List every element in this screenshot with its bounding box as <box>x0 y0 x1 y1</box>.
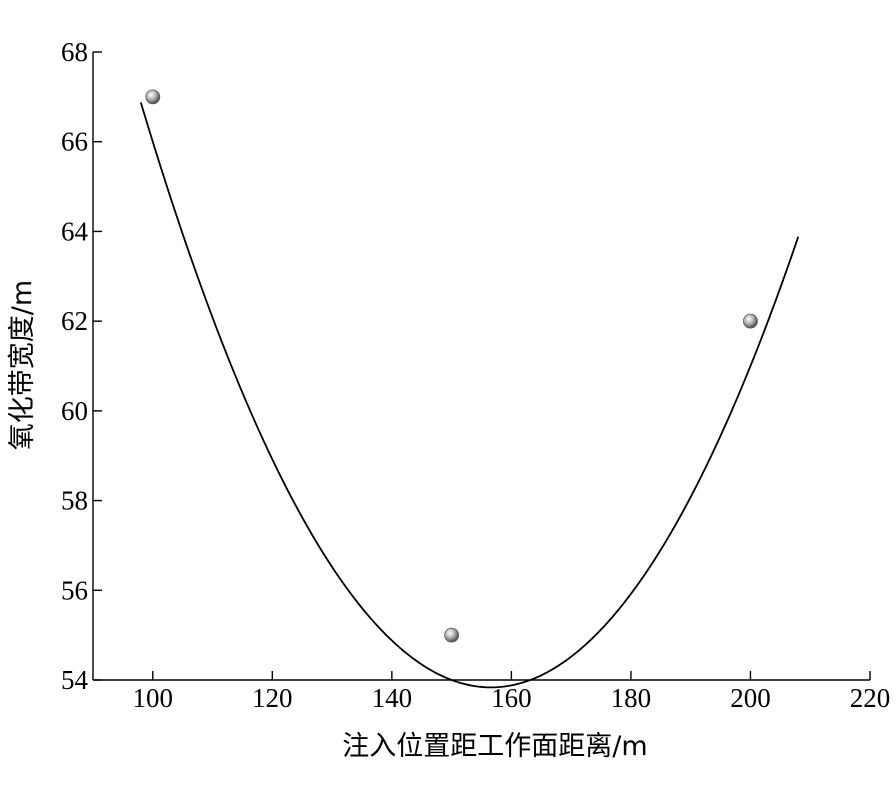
axes <box>92 52 870 681</box>
x-tick-label: 120 <box>252 683 293 713</box>
data-point <box>444 627 460 643</box>
data-point <box>743 313 758 329</box>
x-tick-label: 200 <box>730 683 771 713</box>
y-tick-label: 62 <box>61 306 88 336</box>
y-tick-label: 60 <box>61 396 88 426</box>
plot-area <box>139 89 800 689</box>
y-tick-label: 54 <box>61 665 89 695</box>
fit-curve <box>139 102 800 689</box>
x-tick-label: 140 <box>372 683 413 713</box>
x-tick-label: 180 <box>611 683 652 713</box>
y-tick-label: 68 <box>61 37 88 67</box>
x-tick-label: 100 <box>133 683 174 713</box>
y-tick-label: 58 <box>61 486 88 516</box>
x-axis-label: 注入位置距工作面距离/m <box>342 731 647 762</box>
data-point <box>145 89 161 105</box>
x-tick-label: 220 <box>850 683 891 713</box>
y-tick-label: 66 <box>61 127 88 157</box>
y-tick-label: 64 <box>61 216 89 246</box>
y-axis-label: 氧化带宽度/m <box>7 280 38 450</box>
y-tick-label: 56 <box>61 575 88 605</box>
